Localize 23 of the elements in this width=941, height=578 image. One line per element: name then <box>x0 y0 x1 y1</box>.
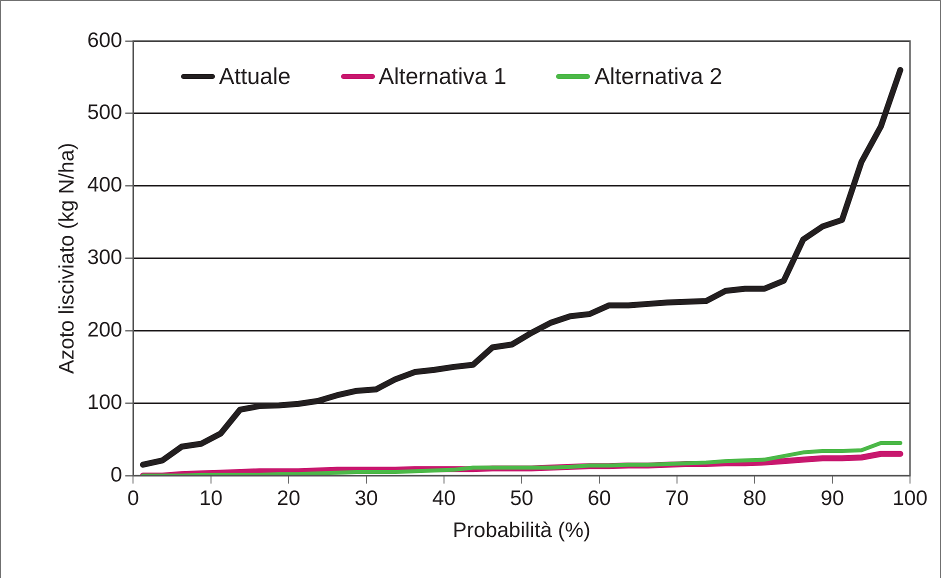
y-tick-label: 100 <box>87 390 122 414</box>
y-axis-title: Azoto lisciviato (kg N/ha) <box>55 142 78 374</box>
legend-label: Alternativa 1 <box>378 63 506 90</box>
x-tick-label: 100 <box>892 486 928 510</box>
y-tick-label: 300 <box>87 246 122 270</box>
x-tick-label: 60 <box>588 486 611 510</box>
y-tick-label: 200 <box>87 318 122 342</box>
x-tick-label: 90 <box>820 486 844 510</box>
x-tick-label: 30 <box>354 486 378 510</box>
y-tick-label: 600 <box>87 28 122 52</box>
x-tick-label: 80 <box>742 486 766 510</box>
x-tick-label: 10 <box>199 486 223 510</box>
x-tick-label: 40 <box>432 486 456 510</box>
x-tick-label: 0 <box>127 486 140 510</box>
x-tick-label: 50 <box>510 486 534 510</box>
legend-label: Attuale <box>219 63 291 90</box>
legend-label: Alternativa 2 <box>594 63 722 90</box>
y-tick-label: 400 <box>87 174 122 197</box>
y-tick-label: 500 <box>87 101 122 124</box>
x-tick-label: 70 <box>665 486 689 510</box>
y-tick-label: 0 <box>110 463 122 486</box>
x-tick-label: 20 <box>276 486 300 510</box>
x-axis-title: Probabilità (%) <box>452 519 590 542</box>
